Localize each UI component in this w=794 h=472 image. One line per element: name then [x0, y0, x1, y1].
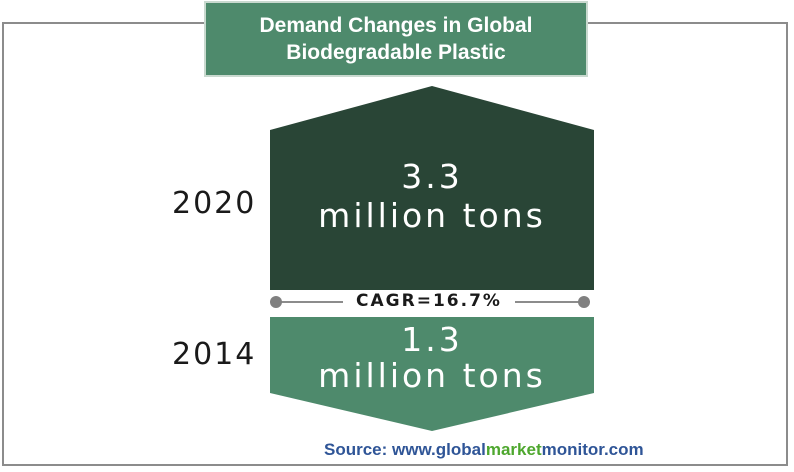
year-label-2020: 2020: [172, 186, 257, 221]
cagr-left-dot: [270, 296, 282, 308]
year-label-2014: 2014: [172, 337, 257, 372]
title-line-1: Demand Changes in Global: [259, 14, 533, 37]
source-prefix: Source: www.: [324, 440, 436, 459]
source-monitor: monitor: [541, 440, 604, 459]
source-suffix: .com: [603, 440, 644, 459]
source-credit: Source: www.globalmarketmonitor.com: [324, 440, 644, 460]
block-2014-value: 1.3: [401, 320, 463, 359]
source-market: market: [485, 440, 542, 459]
title-line-2: Biodegradable Plastic: [286, 41, 506, 64]
cagr-label: CAGR=16.7%: [343, 290, 515, 312]
block-2014-unit: million tons: [318, 356, 546, 395]
block-2014-shape: [270, 317, 594, 431]
block-2020-unit: million tons: [318, 196, 546, 235]
block-2020-value: 3.3: [401, 157, 463, 196]
title-banner: Demand Changes in Global Biodegradable P…: [204, 1, 588, 77]
source-global: global: [435, 440, 486, 459]
block-2020-shape: [270, 86, 594, 290]
cagr-right-dot: [578, 296, 590, 308]
